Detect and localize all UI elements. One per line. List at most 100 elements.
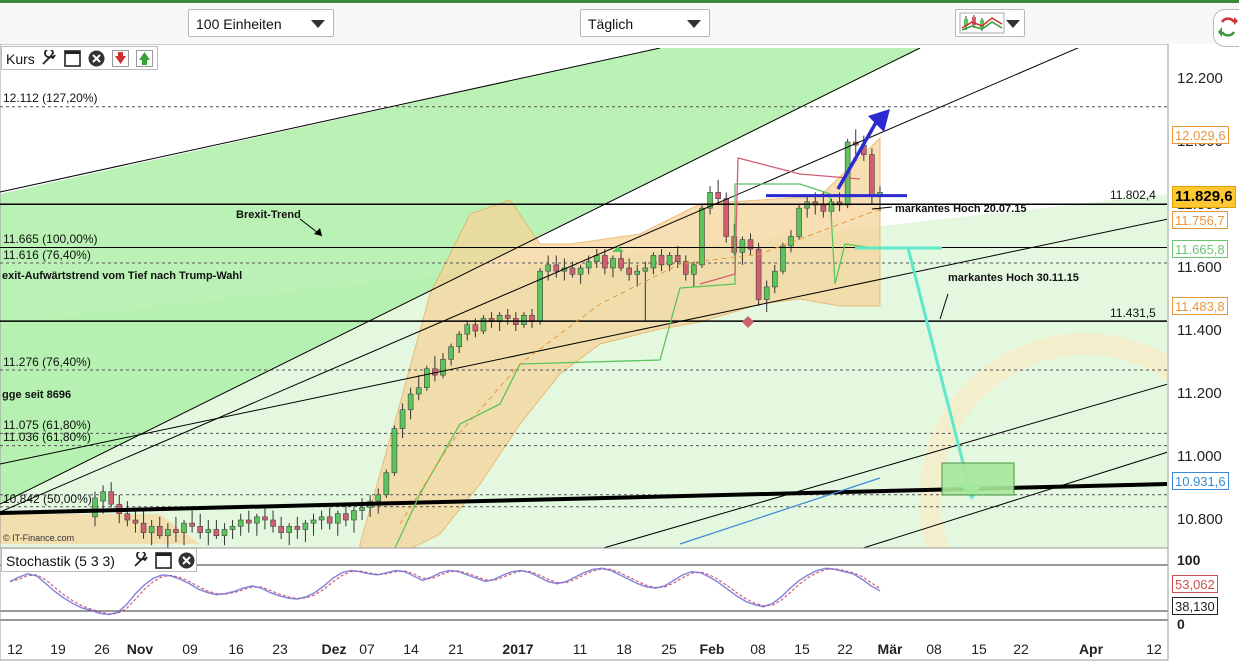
wrench-icon[interactable] [132, 552, 149, 569]
bollinger-band-fill-left [0, 514, 200, 544]
y-tick-label: 12.200 [1177, 70, 1223, 87]
x-tick-label: 22 [837, 641, 853, 657]
resistance-level-label: 11.802,4 [1110, 188, 1156, 202]
candle [804, 201, 810, 209]
wrench-icon[interactable] [40, 50, 57, 67]
copyright-label: © IT-Finance.com [3, 533, 75, 543]
tenkan-line [699, 157, 861, 285]
x-tick-label: 14 [403, 641, 419, 657]
candle [763, 286, 770, 300]
bollinger-mid-line [399, 208, 881, 525]
x-tick-label: 19 [50, 641, 66, 657]
candle [237, 519, 244, 527]
x-tick-label: 12 [7, 641, 23, 657]
chart-type-dropdown[interactable] [955, 9, 1025, 37]
trendline [0, 48, 1079, 513]
y-tick-label: 11.000 [1177, 448, 1222, 465]
candle [504, 314, 511, 319]
candle [796, 207, 802, 237]
x-tick-label: Mär [877, 641, 903, 657]
candle [383, 472, 390, 496]
y-tick-label: 10.800 [1177, 511, 1223, 528]
overlay-layer [0, 48, 1167, 549]
candle [699, 207, 705, 266]
brexit-trend-label: Brexit-Trend [236, 209, 301, 221]
arrow-up-icon[interactable] [136, 50, 153, 67]
candle [642, 267, 649, 272]
window-icon[interactable] [155, 552, 172, 569]
target-arrow-line [836, 118, 880, 190]
candle [723, 198, 730, 237]
chart-canvas[interactable] [0, 44, 1239, 661]
candle [731, 236, 738, 253]
candle [869, 154, 875, 196]
candle [108, 491, 114, 505]
candle [132, 519, 139, 524]
candle [820, 204, 827, 212]
candle [173, 529, 179, 533]
close-icon[interactable] [178, 552, 195, 569]
candle [197, 525, 204, 533]
candle [739, 239, 746, 253]
annotation-pointer [871, 206, 893, 210]
candle [691, 264, 697, 275]
stochastic-panel-frame [0, 547, 1169, 661]
close-icon[interactable] [88, 50, 105, 67]
x-tick-label: 23 [272, 641, 288, 657]
candle [270, 519, 276, 527]
candle [124, 513, 131, 521]
low-marker [742, 316, 754, 328]
units-dropdown[interactable]: 100 Einheiten [188, 9, 334, 37]
x-tick-label: Feb [699, 641, 725, 657]
stochastic-tick-label: 100 [1177, 552, 1201, 568]
annotation-pointer-head [314, 228, 322, 236]
fib-level-label: 12.112 (127,20%) [3, 91, 98, 105]
projection-arrow-line [906, 247, 972, 491]
candle [650, 255, 657, 269]
candle [326, 516, 333, 524]
price-value-box: 11.665,8 [1172, 240, 1228, 258]
candle [626, 267, 632, 275]
candle [707, 192, 713, 209]
price-value-box: 53,062 [1172, 575, 1218, 593]
candle [205, 529, 212, 533]
x-tick-label: Dez [321, 641, 347, 657]
window-icon[interactable] [64, 50, 81, 67]
target-arrow-head [868, 109, 890, 132]
x-tick-label: 11 [572, 641, 588, 657]
candle [310, 519, 317, 524]
candle [92, 497, 98, 518]
x-tick-label: 08 [750, 641, 766, 657]
price-panel-title: Kurs [6, 51, 35, 67]
trendline [859, 451, 1167, 549]
candle [464, 324, 471, 335]
candle [148, 525, 155, 533]
price-value-box: 11.756,7 [1172, 211, 1228, 229]
trendline [599, 383, 1167, 549]
candle [634, 270, 641, 275]
refresh-button[interactable] [1213, 9, 1239, 47]
candle [666, 255, 673, 266]
kijun-line [394, 183, 881, 549]
candle [771, 270, 778, 288]
candle [156, 525, 163, 537]
candle [189, 522, 195, 527]
brexit-channel-line [0, 48, 921, 505]
candle [407, 393, 414, 411]
x-tick-label: 18 [616, 641, 632, 657]
brexit-channel-line [0, 48, 661, 193]
stochastic-panel-title: Stochastik (5 3 3) [6, 553, 115, 569]
x-tick-label: 21 [448, 641, 464, 657]
candle [229, 525, 236, 530]
candle [658, 255, 665, 266]
interval-dropdown[interactable]: Täglich [580, 9, 710, 37]
arrow-down-icon[interactable] [112, 50, 129, 67]
candlestick-chart-icon [959, 12, 1005, 34]
fib-level-label: 11.075 (61,80%) [3, 418, 91, 432]
range-label: gge seit 8696 [2, 389, 72, 401]
candle [521, 314, 527, 325]
price-value-box: 12.029,6 [1172, 126, 1229, 144]
candle [610, 258, 616, 269]
candle [812, 201, 819, 206]
x-tick-label: 07 [359, 641, 375, 657]
